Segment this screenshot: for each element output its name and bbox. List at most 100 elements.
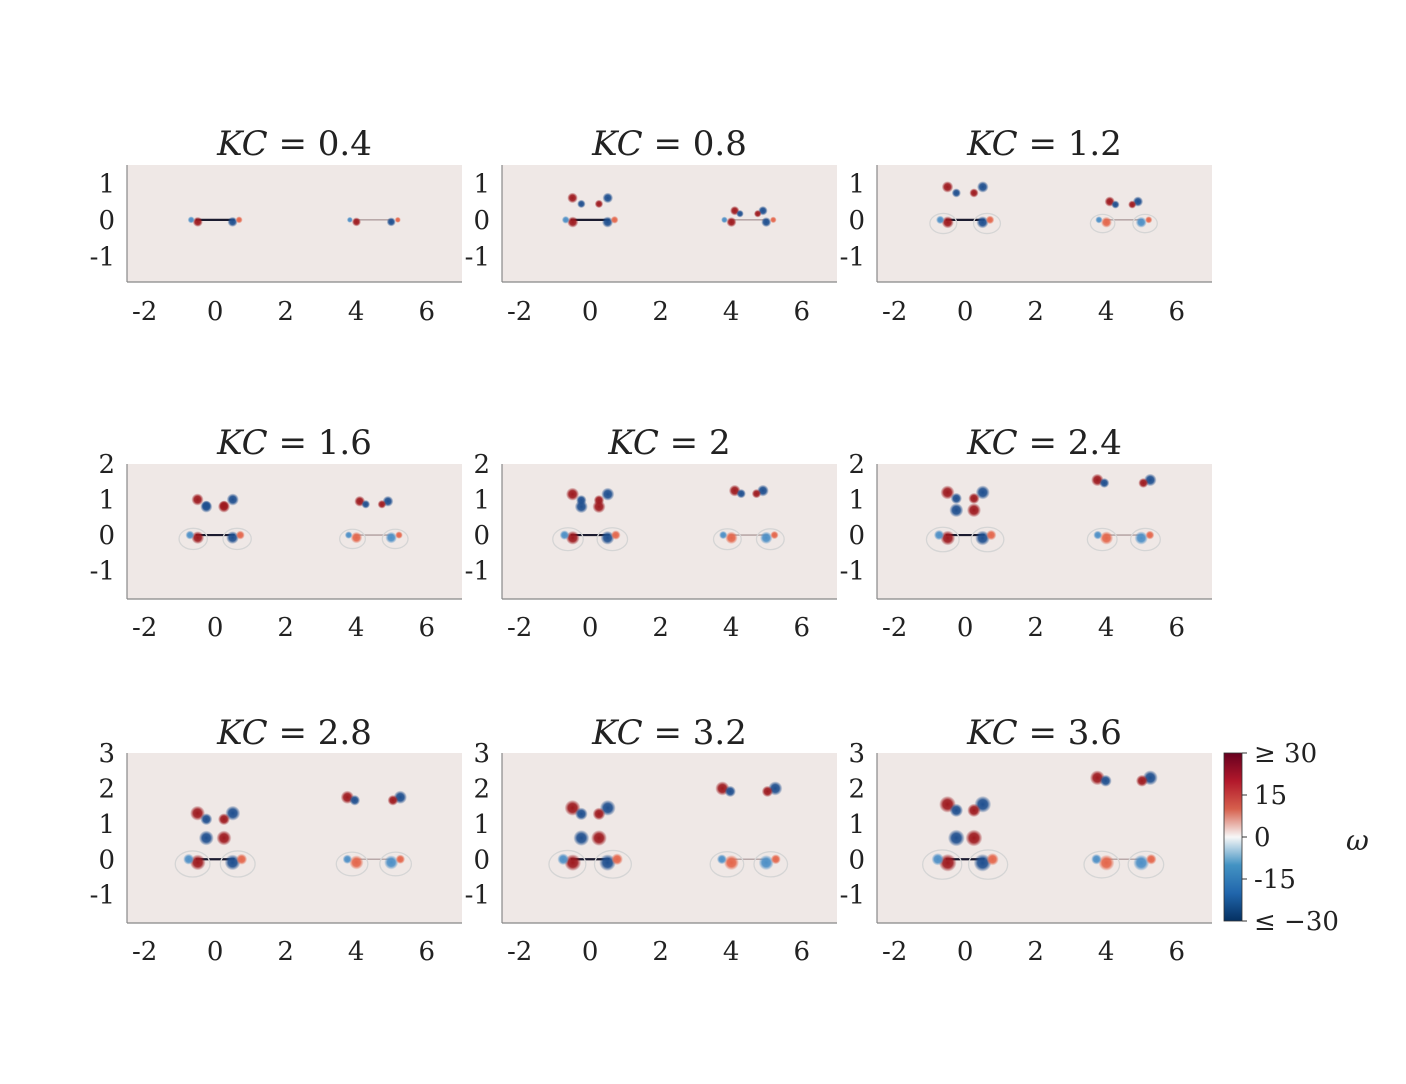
y-tick-label: 3	[98, 739, 115, 769]
right-edge-vortex-red	[235, 216, 243, 224]
shed-vortex-red	[191, 493, 204, 506]
panel-title-kc: KC	[966, 423, 1018, 463]
colorbar-label: ω	[1346, 824, 1369, 857]
y-tick-label: 2	[848, 450, 865, 480]
y-tick-label: 0	[473, 845, 490, 875]
rp-shed-vortex-blue	[1111, 200, 1120, 209]
left-edge-vortex-blue	[185, 530, 195, 540]
x-tick-label: 2	[277, 937, 294, 967]
left-edge-vortex-blue	[933, 529, 945, 541]
x-tick-label: 4	[348, 297, 365, 327]
x-tick-label: 0	[207, 937, 224, 967]
right-edge-vortex-red	[611, 853, 623, 866]
right-plate-halo-right	[1132, 213, 1158, 234]
left-edge-vortex-blue	[561, 215, 570, 224]
rp-shed-vortex-red	[1128, 200, 1137, 209]
y-tick-label: 1	[848, 810, 865, 840]
rp-edge-vortex-blue	[1091, 853, 1102, 865]
rp-edge-vortex-red	[770, 530, 779, 540]
panel-title-kc: KC	[216, 713, 268, 753]
y-tick-label: 3	[473, 739, 490, 769]
right-plate-halo-right	[381, 528, 409, 550]
rp-edge-vortex-red	[394, 216, 401, 223]
y-tick-label: 0	[848, 206, 865, 236]
rp-edge-vortex-blue	[346, 216, 353, 223]
rp-edge-vortex-red	[395, 531, 403, 539]
shed-vortex-blue	[577, 199, 586, 209]
right-plate-halo-right	[1127, 850, 1165, 879]
left-edge-vortex-blue	[931, 853, 944, 866]
panel-title-kc: KC	[216, 124, 268, 164]
right-edge-vortex-red	[236, 853, 248, 865]
inner-vortex-red	[217, 500, 231, 513]
right-edge-vortex-red	[985, 215, 995, 225]
y-tick-label: 1	[473, 169, 490, 199]
left-edge-halo	[925, 526, 960, 553]
rp-edge-vortex-red	[1099, 531, 1114, 545]
panel-background	[877, 464, 1212, 599]
shed-vortex-blue	[949, 803, 964, 818]
left-edge-halo	[552, 527, 584, 552]
panel-kc-3-2: KC = 3.2 3 2 1 0 -1 -2 0 2 4 6	[465, 713, 837, 967]
inner-vortex-blue	[574, 500, 588, 514]
x-tick-label: 0	[207, 613, 224, 643]
y-tick-label: 2	[473, 774, 490, 804]
x-tick-label: -2	[132, 937, 157, 967]
panel-background	[877, 165, 1212, 282]
rp-edge-vortex-blue	[344, 531, 353, 539]
inner-vortex-blue	[947, 829, 965, 847]
y-tick-label: 3	[848, 739, 865, 769]
shed-vortex-red	[217, 813, 230, 826]
shed-vortex-blue	[226, 493, 239, 506]
right-plate-halo-left	[339, 528, 367, 550]
right-edge-vortex-red	[986, 853, 999, 866]
shed-vortex-red	[967, 803, 981, 818]
shed-vortex-blue	[976, 181, 989, 193]
rp-shed-vortex-red	[1138, 477, 1149, 489]
inner-vortex-blue	[573, 830, 590, 846]
x-tick-label: 2	[652, 297, 669, 327]
right-plate-halo-right	[1129, 527, 1161, 552]
x-tick-label: 6	[418, 297, 435, 327]
inner-vortex-red	[965, 829, 983, 847]
inner-vortex-red	[590, 830, 607, 846]
shed-vortex-red	[592, 807, 606, 821]
rp-edge-vortex-red	[350, 531, 363, 544]
rp-edge-vortex-red	[769, 216, 777, 224]
left-edge-vortex-blue	[559, 530, 570, 540]
shed-vortex-red	[968, 492, 980, 505]
y-tick-label: 1	[98, 810, 115, 840]
rp-edge-vortex-red	[723, 855, 740, 871]
y-tick-label: 1	[848, 486, 865, 516]
rp-edge-vortex-red	[351, 217, 362, 227]
x-tick-label: -2	[882, 297, 907, 327]
x-tick-label: 4	[1098, 297, 1115, 327]
x-tick-label: 0	[582, 613, 599, 643]
right-edge-vortex-blue	[976, 216, 989, 229]
y-tick-label: -1	[465, 557, 490, 587]
x-tick-label: -2	[507, 297, 532, 327]
x-tick-label: 6	[793, 297, 810, 327]
y-tick-label: -1	[840, 557, 865, 587]
rp-edge-vortex-blue	[760, 531, 773, 545]
rp-edge-vortex-red	[1098, 854, 1115, 871]
right-plate-halo-left	[1086, 527, 1118, 552]
x-tick-label: 6	[1168, 937, 1185, 967]
colorbar-tick-label: 15	[1254, 781, 1287, 811]
y-tick-label: 1	[473, 810, 490, 840]
panel-kc-0-4: KC = 0.4 1 0 -1 -2 0 2 4 6	[90, 124, 462, 327]
rp-edge-vortex-red	[395, 854, 406, 864]
y-tick-label: 1	[848, 169, 865, 199]
panel-title: KC = 0.4	[216, 124, 372, 164]
panel-kc-3-6: KC = 3.6 3 2 1 0 -1 -2 0 2 4 6	[840, 713, 1212, 967]
left-edge-halo	[929, 212, 958, 235]
inner-vortex-blue	[949, 503, 964, 518]
rp-edge-vortex-blue	[384, 855, 399, 870]
rp-edge-vortex-blue	[721, 216, 728, 224]
panel-background	[502, 753, 837, 923]
rp-shed-vortex-blue	[1099, 477, 1110, 489]
rp-edge-vortex-blue	[1135, 216, 1147, 228]
x-tick-label: 4	[723, 297, 740, 327]
left-edge-vortex-red	[192, 216, 203, 227]
panel-title-value: = 0.8	[643, 124, 747, 164]
